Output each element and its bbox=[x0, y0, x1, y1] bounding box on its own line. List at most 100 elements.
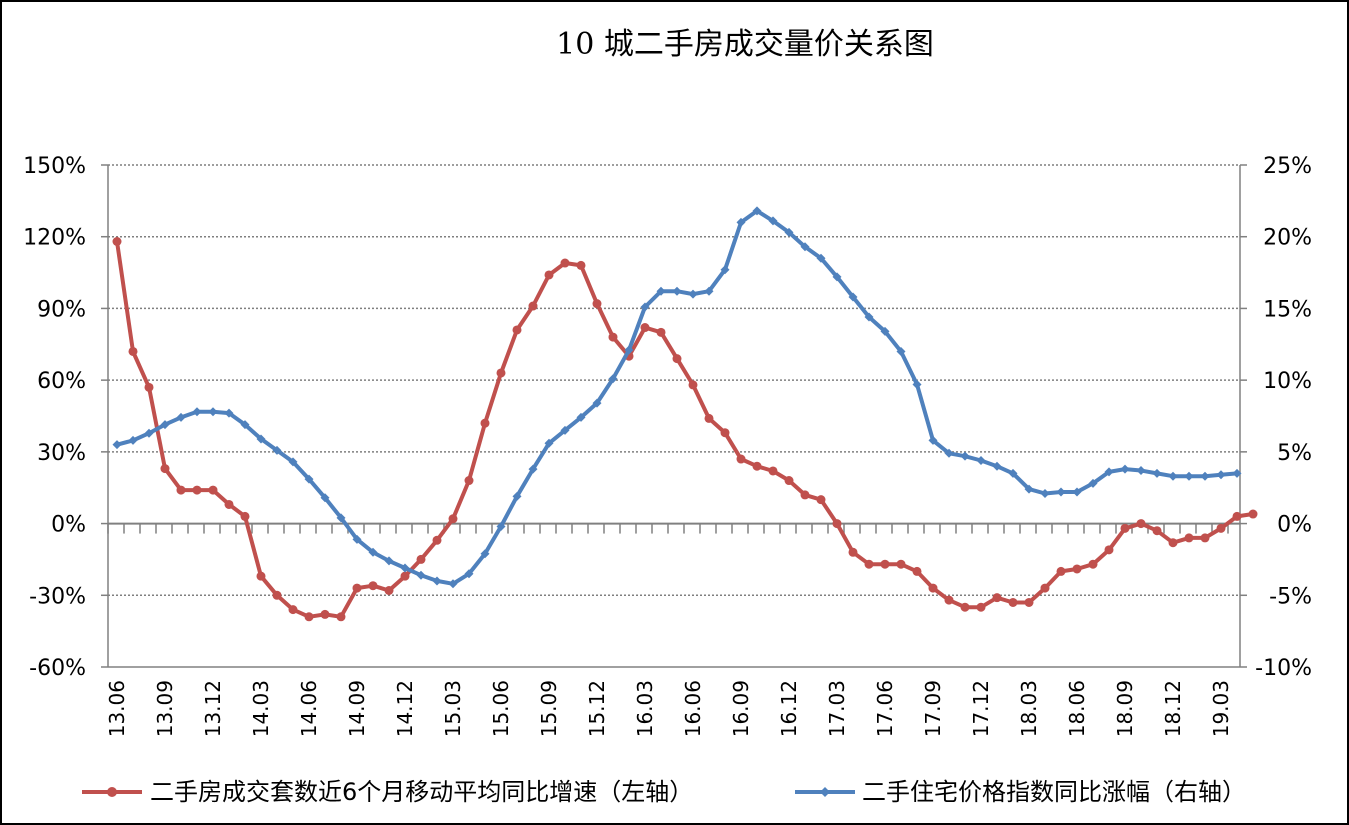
data-point-volume bbox=[1056, 566, 1066, 576]
data-point-volume bbox=[960, 602, 970, 612]
axes bbox=[101, 164, 1247, 668]
data-point-price bbox=[576, 412, 586, 422]
data-point-volume bbox=[240, 511, 250, 521]
data-point-price bbox=[816, 253, 826, 263]
data-point-volume bbox=[1232, 511, 1242, 521]
data-point-volume bbox=[1024, 597, 1034, 607]
data-point-volume bbox=[1120, 523, 1130, 533]
data-point-price bbox=[720, 265, 730, 275]
data-point-price bbox=[688, 289, 698, 299]
chart-title: 10 城二手房成交量价关系图 bbox=[556, 27, 934, 62]
right-axis-ticks: 25% 20% 15% 10% 5% 0% -5% -10% bbox=[1255, 154, 1312, 681]
x-tick-label: 16.06 bbox=[681, 680, 705, 737]
x-tick-label: 15.06 bbox=[489, 680, 513, 737]
x-tick-label: 13.09 bbox=[153, 680, 177, 737]
data-point-price bbox=[496, 521, 506, 531]
right-tick-label: 10% bbox=[1263, 369, 1312, 394]
data-point-price bbox=[1056, 487, 1066, 497]
right-tick-label: 0% bbox=[1277, 513, 1312, 538]
data-point-price bbox=[144, 428, 154, 438]
data-point-price bbox=[432, 576, 442, 586]
data-point-price bbox=[1008, 468, 1018, 478]
right-tick-label: 20% bbox=[1263, 226, 1312, 251]
data-point-price bbox=[304, 474, 314, 484]
data-point-price bbox=[656, 286, 666, 296]
data-point-price bbox=[864, 312, 874, 322]
x-tick-label: 17.06 bbox=[873, 680, 897, 737]
x-axis-ticks: 13.06 13.09 13.12 14.03 14.06 14.09 14.12 15.03… bbox=[105, 680, 1233, 737]
data-point-price bbox=[384, 556, 394, 566]
data-point-volume bbox=[496, 368, 506, 378]
data-point-price bbox=[832, 272, 842, 282]
data-point-price bbox=[1120, 464, 1130, 474]
data-point-volume bbox=[272, 590, 282, 600]
data-point-volume bbox=[704, 413, 714, 423]
data-point-price bbox=[208, 407, 218, 417]
data-point-price bbox=[272, 445, 282, 455]
data-point-price bbox=[896, 346, 906, 356]
x-tick-label: 17.03 bbox=[825, 680, 849, 737]
data-point-price bbox=[320, 493, 330, 503]
data-point-price bbox=[592, 398, 602, 408]
data-point-volume bbox=[528, 301, 538, 311]
data-point-price bbox=[1216, 470, 1226, 480]
x-tick-label: 18.03 bbox=[1017, 680, 1041, 737]
data-point-volume bbox=[160, 464, 170, 474]
legend-marker-price bbox=[820, 787, 830, 797]
data-point-price bbox=[624, 345, 634, 355]
data-point-volume bbox=[256, 571, 266, 581]
x-tick-label: 13.06 bbox=[105, 680, 129, 737]
data-point-volume bbox=[800, 490, 810, 500]
data-point-volume bbox=[688, 380, 698, 390]
gridlines bbox=[108, 164, 1240, 597]
data-point-volume bbox=[128, 346, 138, 356]
data-point-price bbox=[1200, 471, 1210, 481]
data-point-volume bbox=[192, 485, 202, 495]
data-point-price bbox=[992, 461, 1002, 471]
x-tick-label: 18.12 bbox=[1161, 680, 1185, 737]
x-tick-label: 14.06 bbox=[297, 680, 321, 737]
data-point-volume bbox=[560, 258, 570, 268]
data-point-price bbox=[848, 292, 858, 302]
data-point-price bbox=[544, 438, 554, 448]
data-point-price bbox=[128, 435, 138, 445]
data-point-volume bbox=[1072, 564, 1082, 574]
legend-marker-volume bbox=[107, 787, 117, 797]
right-tick-label: -5% bbox=[1269, 584, 1312, 609]
data-point-price bbox=[640, 302, 650, 312]
data-point-price bbox=[800, 242, 810, 252]
x-tick-label: 16.12 bbox=[777, 680, 801, 737]
data-point-price bbox=[528, 464, 538, 474]
left-tick-label: 120% bbox=[23, 226, 86, 251]
data-point-price bbox=[1040, 488, 1050, 498]
data-point-price bbox=[368, 547, 378, 557]
x-tick-label: 14.09 bbox=[345, 680, 369, 737]
data-point-volume bbox=[928, 583, 938, 593]
left-tick-label: 30% bbox=[37, 441, 86, 466]
data-point-price bbox=[960, 451, 970, 461]
data-point-price bbox=[1024, 484, 1034, 494]
data-point-volume bbox=[464, 476, 474, 486]
left-tick-label: 60% bbox=[37, 369, 86, 394]
data-point-price bbox=[560, 425, 570, 435]
data-point-volume bbox=[544, 270, 554, 280]
data-point-volume bbox=[112, 236, 122, 246]
data-point-volume bbox=[768, 466, 778, 476]
data-point-volume bbox=[816, 495, 826, 505]
x-tick-label: 15.12 bbox=[585, 680, 609, 737]
data-point-price bbox=[944, 448, 954, 458]
data-point-volume bbox=[576, 260, 586, 270]
data-point-price bbox=[352, 534, 362, 544]
x-tick-label: 17.09 bbox=[921, 680, 945, 737]
data-point-price bbox=[224, 408, 234, 418]
data-point-price bbox=[880, 326, 890, 336]
data-point-volume bbox=[976, 602, 986, 612]
data-point-price bbox=[928, 435, 938, 445]
data-point-price bbox=[192, 407, 202, 417]
data-point-volume bbox=[608, 332, 618, 342]
x-tick-label: 19.03 bbox=[1209, 680, 1233, 737]
data-point-volume bbox=[1248, 509, 1258, 519]
data-point-volume bbox=[944, 595, 954, 605]
left-tick-label: 150% bbox=[23, 154, 86, 179]
